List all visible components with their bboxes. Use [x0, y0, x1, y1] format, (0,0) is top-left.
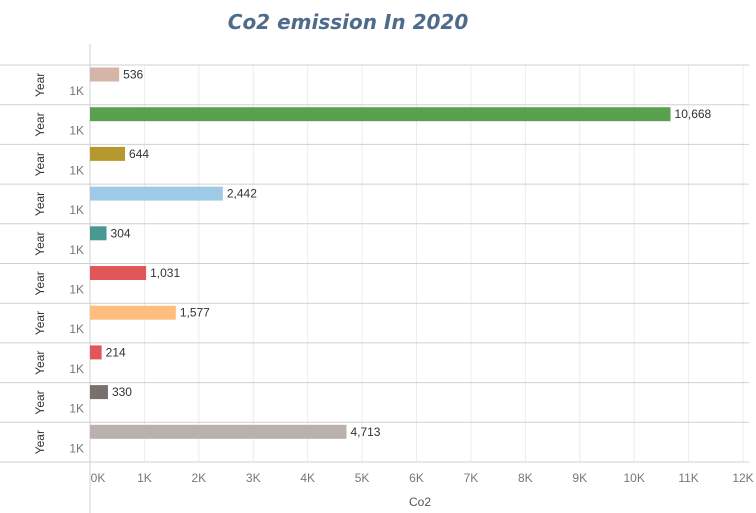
- bar[interactable]: [90, 385, 108, 400]
- bar-value-label: 214: [106, 345, 126, 359]
- row-header-label: Year: [33, 430, 47, 454]
- bar[interactable]: [90, 345, 102, 360]
- row-header-label: Year: [33, 232, 47, 256]
- x-tick-label: 2K: [191, 471, 206, 485]
- x-tick-label: 6K: [409, 471, 424, 485]
- bar[interactable]: [90, 186, 223, 201]
- x-axis-title: Co2: [409, 495, 431, 509]
- row-header-sublabel: 1K: [69, 124, 84, 138]
- bars: 536 10,668 644 2,442 304 1,031 1,577 214 330 4,71…: [90, 67, 712, 439]
- row-header-sublabel: 1K: [69, 402, 84, 416]
- row-header-label: Year: [33, 112, 47, 136]
- bar-value-label: 304: [111, 226, 131, 240]
- x-tick-label: 5K: [355, 471, 370, 485]
- bar[interactable]: [90, 424, 347, 439]
- row-header-label: Year: [33, 390, 47, 414]
- bar-value-label: 1,577: [180, 306, 210, 320]
- x-tick-label: 9K: [572, 471, 587, 485]
- row-headers: Year 1K Year 1K Year 1K Year 1K Year 1K Year 1K Year…: [33, 73, 84, 456]
- bar-value-label: 2,442: [227, 187, 257, 201]
- row-header-sublabel: 1K: [69, 84, 84, 98]
- bar-value-label: 536: [123, 68, 143, 82]
- x-tick-label: 3K: [246, 471, 261, 485]
- row-header-label: Year: [33, 311, 47, 335]
- x-tick-label: 10K: [623, 471, 644, 485]
- bar-value-label: 644: [129, 147, 149, 161]
- x-tick-label: 4K: [300, 471, 315, 485]
- bar-value-label: 330: [112, 385, 132, 399]
- row-header-sublabel: 1K: [69, 362, 84, 376]
- row-header-sublabel: 1K: [69, 163, 84, 177]
- gridlines: [0, 44, 749, 513]
- row-header-sublabel: 1K: [69, 441, 84, 455]
- row-header-label: Year: [33, 271, 47, 295]
- row-header-label: Year: [33, 192, 47, 216]
- bar-value-label: 10,668: [675, 107, 712, 121]
- x-tick-label: 0K: [91, 471, 106, 485]
- x-axis: 0K 1K 2K 3K 4K 5K 6K 7K 8K 9K 10K 11K 12K Co2: [91, 471, 754, 509]
- bar[interactable]: [90, 266, 147, 280]
- row-header-sublabel: 1K: [69, 283, 84, 297]
- bar[interactable]: [90, 146, 126, 161]
- bar[interactable]: [90, 305, 176, 320]
- x-tick-label: 8K: [518, 471, 533, 485]
- row-header-label: Year: [33, 152, 47, 176]
- x-tick-label: 11K: [678, 471, 698, 485]
- row-header-sublabel: 1K: [69, 203, 84, 217]
- bar-value-label: 1,031: [150, 266, 180, 280]
- bar[interactable]: [90, 67, 120, 82]
- bar-value-label: 4,713: [350, 425, 380, 439]
- bar[interactable]: [90, 226, 107, 241]
- chart-title: Co2 emission In 2020: [227, 10, 469, 34]
- x-tick-label: 12K: [732, 471, 753, 485]
- x-tick-label: 1K: [137, 471, 152, 485]
- row-header-label: Year: [33, 73, 47, 97]
- row-header-sublabel: 1K: [69, 243, 84, 257]
- row-header-sublabel: 1K: [69, 322, 84, 336]
- bar[interactable]: [90, 107, 671, 122]
- row-header-label: Year: [33, 351, 47, 375]
- x-tick-label: 7K: [464, 471, 479, 485]
